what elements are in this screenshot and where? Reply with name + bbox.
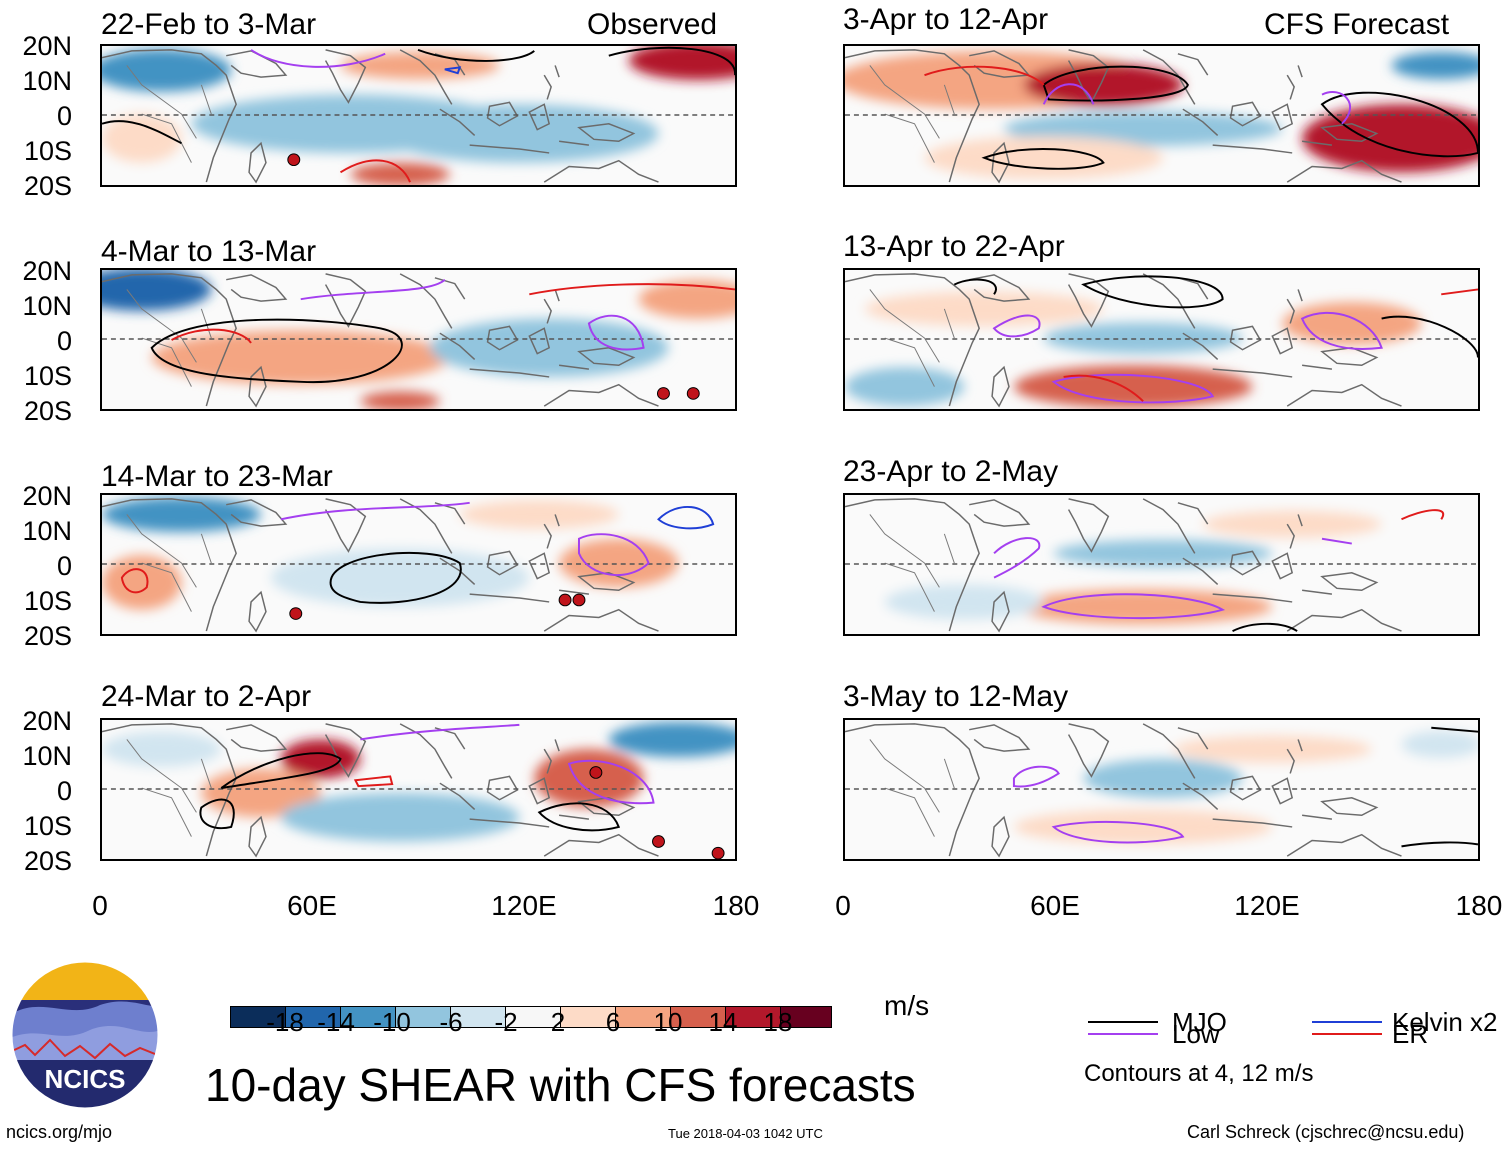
- timestamp: Tue 2018-04-03 1042 UTC: [668, 1126, 823, 1141]
- colorbar-label: -14: [317, 1007, 355, 1037]
- map-panel-1: [100, 44, 737, 187]
- lat-label: 20S: [23, 396, 72, 426]
- legend-line-er: [1312, 1033, 1382, 1035]
- colorbar-label: 18: [763, 1007, 793, 1037]
- legend-label-er: ER: [1392, 1019, 1429, 1049]
- colorbar-label: 2: [550, 1007, 566, 1037]
- panel-title-2: 4-Mar to 13-Mar: [101, 235, 317, 268]
- lat-label: 10S: [23, 361, 72, 391]
- legend-line-mjo: [1088, 1021, 1158, 1023]
- observed-header: Observed: [587, 8, 718, 41]
- colorbar-swatch: [780, 1006, 832, 1028]
- lon-label: 0: [835, 890, 851, 921]
- lon-label: 60E: [287, 890, 337, 921]
- colorbar-label: -18: [266, 1007, 304, 1037]
- lat-label: 20N: [22, 481, 72, 511]
- forecast-header: CFS Forecast: [1264, 8, 1450, 41]
- colorbar: [230, 1006, 832, 1030]
- legend-label-mjo: MJO: [1172, 1007, 1227, 1037]
- lat-label: 20S: [23, 621, 72, 651]
- panel-title-6: 13-Apr to 22-Apr: [843, 230, 1065, 263]
- panel-title-4: 24-Mar to 2-Apr: [101, 680, 312, 713]
- lat-label: 20S: [23, 171, 72, 201]
- colorbar-label: 10: [653, 1007, 683, 1037]
- lat-label: 0: [56, 776, 72, 806]
- colorbar-unit: m/s: [884, 990, 930, 1021]
- map-panel-2: [100, 268, 737, 411]
- logo-text: NCICS: [45, 1064, 126, 1094]
- lat-label: 20S: [23, 846, 72, 876]
- map-panel-8: [843, 718, 1480, 861]
- lat-label: 10N: [22, 516, 72, 546]
- lat-label: 0: [56, 551, 72, 581]
- colorbar-label: -6: [439, 1007, 463, 1037]
- lon-label: 120E: [1234, 890, 1300, 921]
- panel-title-7: 23-Apr to 2-May: [843, 455, 1059, 488]
- colorbar-label: 14: [708, 1007, 738, 1037]
- figure-title: 10-day SHEAR with CFS forecasts: [205, 1059, 916, 1111]
- lat-label: 20N: [22, 706, 72, 736]
- map-panel-3: [100, 493, 737, 636]
- lat-label: 0: [56, 101, 72, 131]
- lat-label: 0: [56, 326, 72, 356]
- lon-label: 120E: [491, 890, 557, 921]
- author: Carl Schreck (cjschrec@ncsu.edu): [1187, 1122, 1465, 1142]
- legend-note: Contours at 4, 12 m/s: [1084, 1060, 1314, 1087]
- map-panel-7: [843, 493, 1480, 636]
- lat-label: 10S: [23, 811, 72, 841]
- colorbar-label: -2: [494, 1007, 518, 1037]
- legend-line-low: [1088, 1033, 1158, 1035]
- lat-label: 10N: [22, 741, 72, 771]
- lat-label: 20N: [22, 31, 72, 61]
- panel-title-8: 3-May to 12-May: [843, 680, 1069, 713]
- lat-label: 10N: [22, 291, 72, 321]
- ncics-logo: NCICS: [10, 960, 160, 1110]
- lon-label: 180: [712, 890, 760, 921]
- lat-label: 20N: [22, 256, 72, 286]
- panel-title-3: 14-Mar to 23-Mar: [101, 460, 333, 493]
- legend-label-kelvin: Kelvin x2: [1392, 1007, 1498, 1037]
- lat-label: 10S: [23, 136, 72, 166]
- map-panel-4: [100, 718, 737, 861]
- legend-line-kelvin: [1312, 1021, 1382, 1023]
- panel-title-1: 22-Feb to 3-Mar: [101, 8, 317, 41]
- lon-label: 60E: [1030, 890, 1080, 921]
- map-panel-6: [843, 268, 1480, 411]
- colorbar-label: -10: [373, 1007, 411, 1037]
- legend-label-low: Low: [1172, 1019, 1220, 1049]
- lat-label: 10N: [22, 66, 72, 96]
- colorbar-label: 6: [605, 1007, 621, 1037]
- lon-label: 180: [1455, 890, 1503, 921]
- lon-label: 0: [92, 890, 108, 921]
- lat-label: 10S: [23, 586, 72, 616]
- map-panel-5: [843, 44, 1480, 187]
- site-url: ncics.org/mjo: [6, 1122, 113, 1142]
- panel-title-5: 3-Apr to 12-Apr: [843, 3, 1049, 36]
